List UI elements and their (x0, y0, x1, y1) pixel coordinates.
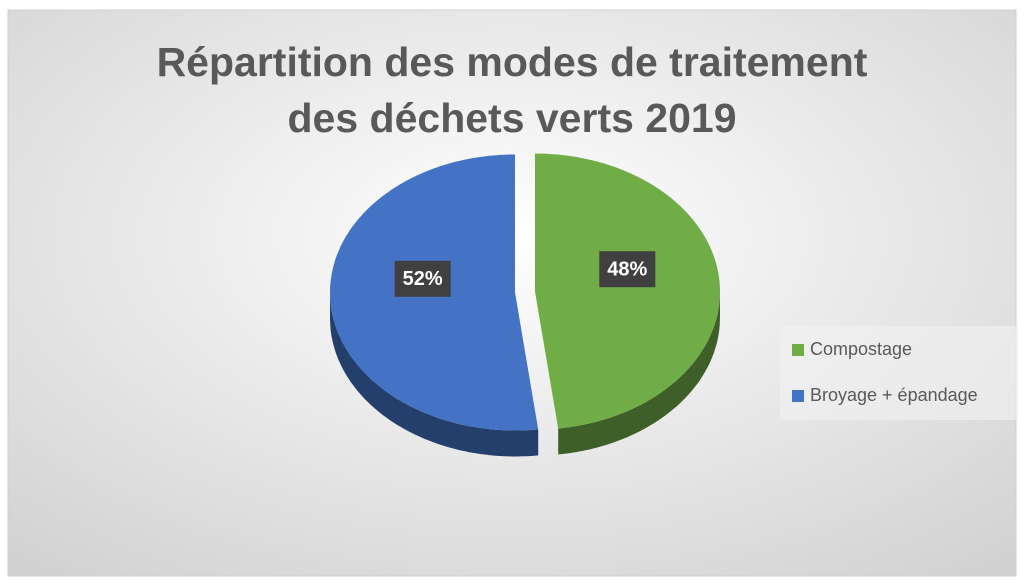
data-label: 52% (394, 260, 451, 297)
chart-title: Répartition des modes de traitement des … (156, 39, 868, 141)
slice-side (330, 292, 539, 457)
legend-label: Broyage + épandage (810, 385, 978, 405)
legend-label: Compostage (810, 339, 912, 359)
data-label-text: 52% (403, 268, 443, 290)
legend-swatch (792, 344, 804, 356)
legend-swatch (792, 390, 804, 402)
data-label: 48% (599, 251, 656, 288)
legend-box (780, 326, 1018, 420)
data-label-box (599, 251, 656, 288)
data-label-box (394, 260, 451, 297)
data-label-text: 48% (607, 258, 647, 280)
slice (534, 153, 720, 429)
slice-side (558, 291, 720, 455)
